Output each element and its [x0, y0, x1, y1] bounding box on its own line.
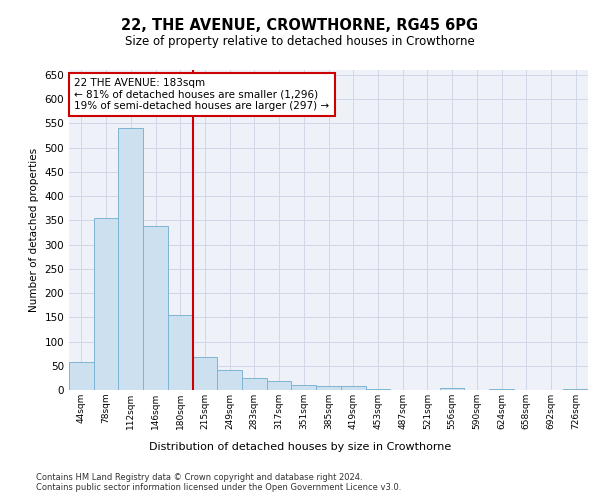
Text: Contains HM Land Registry data © Crown copyright and database right 2024.
Contai: Contains HM Land Registry data © Crown c… — [36, 472, 401, 492]
Bar — [292, 384, 316, 390]
Bar — [316, 386, 341, 390]
Bar — [118, 128, 143, 390]
Bar — [563, 388, 588, 390]
Text: 22, THE AVENUE, CROWTHORNE, RG45 6PG: 22, THE AVENUE, CROWTHORNE, RG45 6PG — [121, 18, 479, 32]
Y-axis label: Number of detached properties: Number of detached properties — [29, 148, 39, 312]
Text: 22 THE AVENUE: 183sqm
← 81% of detached houses are smaller (1,296)
19% of semi-d: 22 THE AVENUE: 183sqm ← 81% of detached … — [74, 78, 329, 111]
Text: Distribution of detached houses by size in Crowthorne: Distribution of detached houses by size … — [149, 442, 451, 452]
Bar — [94, 218, 118, 390]
Bar — [143, 226, 168, 390]
Bar — [365, 389, 390, 390]
Bar — [440, 388, 464, 390]
Bar — [489, 388, 514, 390]
Bar — [217, 370, 242, 390]
Bar — [193, 357, 217, 390]
Bar — [267, 382, 292, 390]
Bar — [242, 378, 267, 390]
Text: Size of property relative to detached houses in Crowthorne: Size of property relative to detached ho… — [125, 35, 475, 48]
Bar — [69, 362, 94, 390]
Bar — [168, 315, 193, 390]
Bar — [341, 386, 365, 390]
